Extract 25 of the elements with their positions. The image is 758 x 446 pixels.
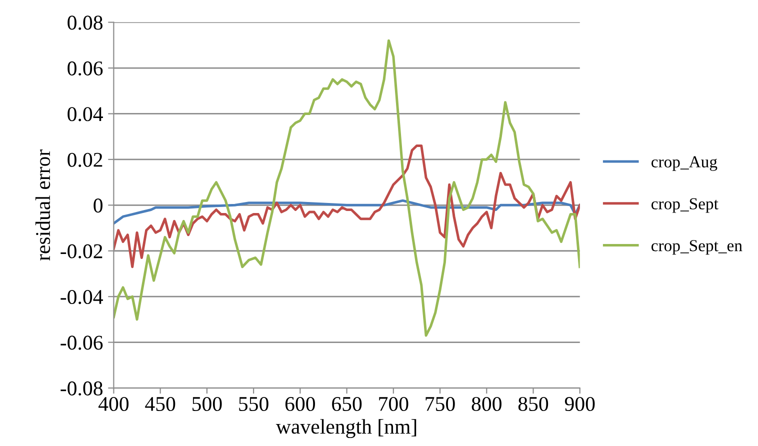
- y-tick-label: -0.06: [60, 336, 103, 350]
- x-tick-label: 450: [145, 396, 176, 412]
- y-tick-label: 0.06: [68, 61, 103, 76]
- y-tick-label: -0.04: [60, 290, 103, 304]
- legend-label: crop_Sept_en: [651, 240, 742, 255]
- legend-label: crop_Aug: [651, 156, 718, 171]
- y-tick-label: -0.08: [60, 381, 102, 396]
- legend-label: crop_Sept: [651, 198, 718, 213]
- y-tick-label: 0.02: [68, 152, 102, 167]
- x-tick-label: 500: [192, 396, 222, 412]
- y-tick-label: 0.08: [68, 16, 102, 30]
- y-tick-label: 0.04: [68, 107, 103, 122]
- x-tick-label: 400: [98, 396, 129, 412]
- x-tick-label: 900: [564, 396, 595, 412]
- x-tick-label: 550: [239, 396, 268, 412]
- y-tick-label: 0: [94, 198, 102, 213]
- x-axis-title: wavelength [nm]: [276, 419, 416, 438]
- y-tick-label: -0.02: [60, 244, 102, 258]
- y-axis-title: residual error: [35, 150, 50, 261]
- x-tick-label: 650: [332, 396, 362, 412]
- x-tick-label: 850: [518, 396, 548, 412]
- x-tick-label: 750: [426, 396, 455, 412]
- x-tick-label: 700: [379, 396, 408, 412]
- x-tick-label: 600: [285, 396, 315, 412]
- x-tick-label: 800: [472, 396, 502, 412]
